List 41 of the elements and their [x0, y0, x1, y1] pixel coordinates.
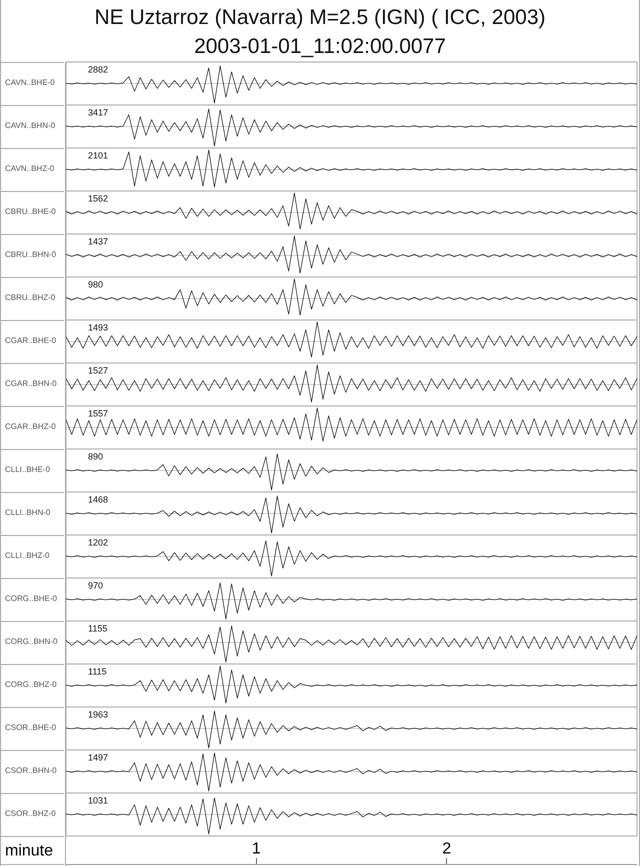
- y-axis-title: CSOR..BHE-0: [5, 723, 57, 732]
- y-axis-title: CAVN..BHN-0: [5, 121, 56, 130]
- annotation: 1493: [88, 322, 108, 332]
- annotation: 1437: [88, 236, 108, 246]
- annotation: 1155: [88, 624, 108, 634]
- annotation: 2101: [88, 150, 108, 160]
- annotation: 980: [88, 280, 104, 290]
- y-axis-title: CSOR..BHZ-0: [5, 809, 56, 818]
- y-axis-title: CORG..BHE-0: [5, 594, 58, 603]
- y-axis-title: CLLI..BHN-0: [5, 508, 51, 517]
- y-axis-title: CAVN..BHE-0: [5, 78, 56, 87]
- annotation: 1468: [88, 494, 108, 504]
- y-axis-title: CBRU..BHN-0: [5, 250, 57, 259]
- annotation: 1497: [88, 752, 108, 762]
- chart-title: NE Uztarroz (Navarra) M=2.5 (IGN) ( ICC, 2003): [94, 6, 546, 29]
- x-axis-title: minute: [5, 842, 54, 860]
- chart-subtitle: 2003-01-01_11:02:00.0077: [194, 35, 446, 58]
- annotation: 970: [88, 580, 104, 590]
- x-tick-label: 1: [252, 840, 261, 858]
- annotation: 1115: [88, 666, 107, 676]
- y-axis-title: CLLI..BHZ-0: [5, 551, 50, 560]
- annotation: 1557: [88, 408, 108, 418]
- y-axis-title: CSOR..BHN-0: [5, 766, 58, 775]
- y-axis-title: CAVN..BHZ-0: [5, 164, 55, 173]
- annotation: 3417: [88, 108, 108, 118]
- y-axis-title: CGAR..BHE-0: [5, 336, 57, 345]
- annotation: 1562: [88, 194, 108, 204]
- y-axis-title: CBRU..BHE-0: [5, 207, 56, 216]
- x-tick-label: 2: [442, 840, 452, 858]
- annotation: 1527: [88, 366, 108, 376]
- annotation: 1202: [88, 538, 108, 548]
- y-axis-title: CORG..BHN-0: [5, 637, 58, 646]
- y-axis-title: CORG..BHZ-0: [5, 680, 58, 689]
- annotation: 2882: [88, 64, 108, 74]
- y-axis-title: CBRU..BHZ-0: [5, 293, 56, 302]
- y-axis-title: CGAR..BHZ-0: [5, 422, 56, 431]
- annotation: 1963: [88, 710, 108, 720]
- y-axis-title: CLLI..BHE-0: [5, 465, 50, 474]
- annotation: 890: [88, 452, 104, 462]
- y-axis-title: CGAR..BHN-0: [5, 379, 58, 388]
- annotation: 1031: [88, 796, 108, 806]
